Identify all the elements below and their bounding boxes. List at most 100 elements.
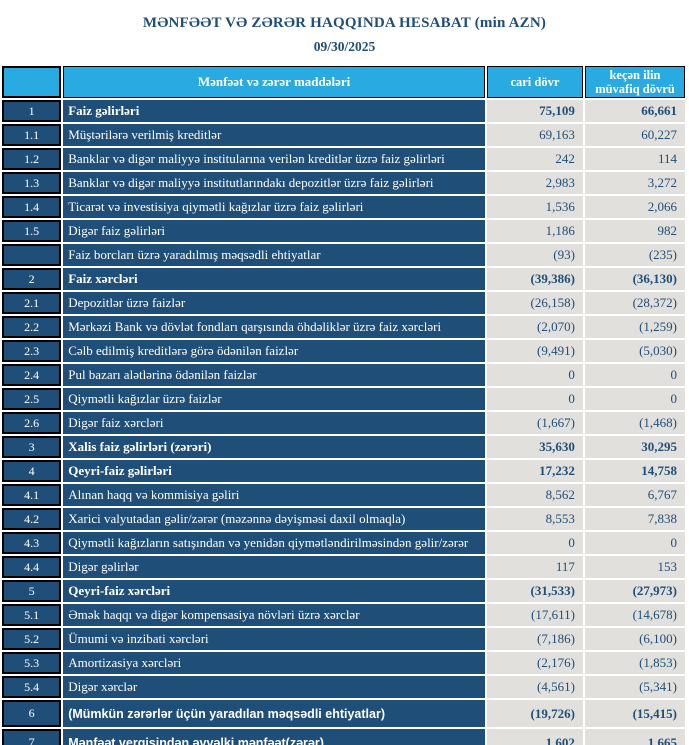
- row-label-cell: Digər xərclər: [63, 676, 485, 698]
- current-period-value-cell: (9,491): [486, 340, 583, 362]
- current-period-value-cell: 8,562: [486, 484, 583, 506]
- row-number-cell: 3: [2, 436, 62, 458]
- row-number-cell: 4: [2, 460, 62, 482]
- current-period-value-cell: 1,186: [486, 220, 583, 242]
- table-row: 2.4 Pul bazarı alətlərinə ödənilən faizlə…: [2, 364, 685, 386]
- previous-period-value-cell: 30,295: [584, 436, 685, 458]
- current-period-value-cell: 1,536: [486, 196, 583, 218]
- previous-period-value-cell: (1,853): [584, 652, 685, 674]
- previous-period-value-cell: (5,341): [584, 676, 685, 698]
- current-period-value-cell: (19,726): [486, 700, 583, 727]
- report-table-body: 1 Faiz gəlirləri 75,109 66,661 1.1 Müştərilər…: [2, 100, 685, 745]
- table-row: 2.6 Digər faiz xərcləri (1,667) (1,468): [2, 412, 685, 434]
- table-row: 1.3 Banklar və digər maliyyə institutları…: [2, 172, 685, 194]
- row-label-cell: Ümumi və inzibati xərcləri: [63, 628, 485, 650]
- table-row: 2.3 Cəlb edilmiş kreditlərə görə ödənilən…: [2, 340, 685, 362]
- table-row: Faiz borcları üzrə yaradılmış məqsədli e…: [2, 244, 685, 266]
- previous-period-value-cell: 0: [584, 532, 685, 554]
- row-label-cell: Alınan haqq və kommisiya gəliri: [63, 484, 485, 506]
- previous-period-value-cell: (28,372): [584, 292, 685, 314]
- current-period-value-cell: (26,158): [486, 292, 583, 314]
- row-label-cell: Digər faiz xərcləri: [63, 412, 485, 434]
- table-row: 1.4 Ticarət və investisiya qiymətli kağız…: [2, 196, 685, 218]
- row-label-cell: Qeyri-faiz gəlirləri: [63, 460, 485, 482]
- previous-period-value-cell: (36,130): [584, 268, 685, 290]
- row-number-cell: 4.3: [2, 532, 62, 554]
- row-number-cell: 4.1: [2, 484, 62, 506]
- previous-period-value-cell: (1,468): [584, 412, 685, 434]
- current-period-value-cell: (4,561): [486, 676, 583, 698]
- previous-period-value-cell: 153: [584, 556, 685, 578]
- table-row: 4 Qeyri-faiz gəlirləri 17,232 14,758: [2, 460, 685, 482]
- table-row: 1.2 Banklar və digər maliyyə instituların…: [2, 148, 685, 170]
- header-items-cell: Mənfəət və zərər maddələri: [63, 66, 485, 98]
- row-label-cell: Amortizasiya xərcləri: [63, 652, 485, 674]
- current-period-value-cell: 0: [486, 532, 583, 554]
- row-number-cell: 6: [2, 700, 62, 727]
- table-row: 3 Xalis faiz gəlirləri (zərəri) 35,630 30,2…: [2, 436, 685, 458]
- previous-period-value-cell: 60,227: [584, 124, 685, 146]
- previous-period-value-cell: 6,767: [584, 484, 685, 506]
- row-number-cell: 2.6: [2, 412, 62, 434]
- header-previous-period-cell: keçən ilin müvafiq dövrü: [584, 66, 685, 98]
- row-label-cell: Ticarət və investisiya qiymətli kağızlar…: [63, 196, 485, 218]
- table-row: 5.2 Ümumi və inzibati xərcləri (7,186) (6,1…: [2, 628, 685, 650]
- previous-period-value-cell: 114: [584, 148, 685, 170]
- previous-period-value-cell: (235): [584, 244, 685, 266]
- row-label-cell: Xalis faiz gəlirləri (zərəri): [63, 436, 485, 458]
- row-label-cell: Digər gəlirlər: [63, 556, 485, 578]
- previous-period-value-cell: 3,272: [584, 172, 685, 194]
- report-date: 09/30/2025: [313, 39, 376, 54]
- row-number-cell: 5.1: [2, 604, 62, 626]
- row-label-cell: Müştərilərə verilmiş kreditlər: [63, 124, 485, 146]
- current-period-value-cell: 8,553: [486, 508, 583, 530]
- table-row: 4.2 Xarici valyutadan gəlir/zərər (məzənn…: [2, 508, 685, 530]
- current-period-value-cell: 35,630: [486, 436, 583, 458]
- row-label-cell: Xarici valyutadan gəlir/zərər (məzənnə d…: [63, 508, 485, 530]
- current-period-value-cell: (2,070): [486, 316, 583, 338]
- row-number-cell: 4.4: [2, 556, 62, 578]
- row-number-cell: 5.3: [2, 652, 62, 674]
- row-number-cell: 2.4: [2, 364, 62, 386]
- row-number-cell: 1.2: [2, 148, 62, 170]
- previous-period-value-cell: 14,758: [584, 460, 685, 482]
- row-number-cell: 1.5: [2, 220, 62, 242]
- row-label-cell: Banklar və digər maliyyə institularına v…: [63, 148, 485, 170]
- row-number-cell: 1.1: [2, 124, 62, 146]
- current-period-value-cell: (93): [486, 244, 583, 266]
- current-period-value-cell: 17,232: [486, 460, 583, 482]
- row-label-cell: Banklar və digər maliyyə institutlarında…: [63, 172, 485, 194]
- table-row: 4.3 Qiymətli kağızların satışından və yen…: [2, 532, 685, 554]
- table-row: 4.4 Digər gəlirlər 117 153: [2, 556, 685, 578]
- header-index-cell: [2, 66, 62, 98]
- row-label-cell: Mənfəət vergisindən əvvəlki mənfəət(zərə…: [63, 729, 485, 745]
- current-period-value-cell: (1,667): [486, 412, 583, 434]
- current-period-value-cell: 2,983: [486, 172, 583, 194]
- row-label-cell: Mərkəzi Bank və dövlət fondları qarşısın…: [63, 316, 485, 338]
- table-row: 5 Qeyri-faiz xərcləri (31,533) (27,973): [2, 580, 685, 602]
- current-period-value-cell: (39,386): [486, 268, 583, 290]
- page-title: MƏNFƏƏT VƏ ZƏRƏR HAQQINDA HESABAT (min A…: [142, 15, 547, 31]
- table-row: 5.3 Amortizasiya xərcləri (2,176) (1,853): [2, 652, 685, 674]
- current-period-value-cell: (31,533): [486, 580, 583, 602]
- previous-period-value-cell: 7,838: [584, 508, 685, 530]
- row-label-cell: Qiymətli kağızların satışından və yenidə…: [63, 532, 485, 554]
- row-number-cell: 2.2: [2, 316, 62, 338]
- previous-period-value-cell: (15,415): [584, 700, 685, 727]
- row-number-cell: [2, 244, 62, 266]
- current-period-value-cell: (7,186): [486, 628, 583, 650]
- table-row: 6 (Mümkün zərərlər üçün yaradılan məqsədl…: [2, 700, 685, 727]
- table-row: 2 Faiz xərcləri (39,386) (36,130): [2, 268, 685, 290]
- current-period-value-cell: 1,602: [486, 729, 583, 745]
- previous-period-value-cell: 1,665: [584, 729, 685, 745]
- row-label-cell: Depozitlər üzrə faizlər: [63, 292, 485, 314]
- row-number-cell: 2.3: [2, 340, 62, 362]
- row-label-cell: Əmək haqqı və digər kompensasiya növləri…: [63, 604, 485, 626]
- row-number-cell: 1.4: [2, 196, 62, 218]
- row-number-cell: 7: [2, 729, 62, 745]
- table-row: 1.5 Digər faiz gəlirləri 1,186 982: [2, 220, 685, 242]
- row-number-cell: 1.3: [2, 172, 62, 194]
- table-row: 4.1 Alınan haqq və kommisiya gəliri 8,562 6…: [2, 484, 685, 506]
- row-number-cell: 5.2: [2, 628, 62, 650]
